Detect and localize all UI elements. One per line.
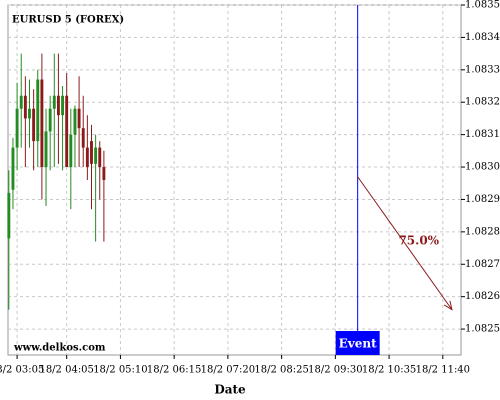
y-tick-label: 1.0829 <box>465 194 500 205</box>
forecast-arrow <box>357 176 453 310</box>
candle-body <box>11 147 15 190</box>
x-tick-label: 18/2 08:25 <box>254 365 308 376</box>
x-tick-label: 18/2 05:10 <box>93 365 147 376</box>
chart-title: EURUSD 5 (FOREX) <box>12 15 124 26</box>
y-tick-label: 1.0825 <box>465 324 500 335</box>
candle-body <box>15 108 19 148</box>
candle-body <box>81 128 85 148</box>
forecast-label: 75.0% <box>398 234 439 248</box>
candle-body <box>36 79 40 142</box>
candle-body <box>32 108 36 142</box>
y-tick-label: 1.0827 <box>465 259 500 270</box>
candle-body <box>52 95 56 109</box>
event-label: Event <box>339 337 377 351</box>
y-tick-label: 1.0835 <box>465 0 500 11</box>
candle-body <box>19 95 23 109</box>
x-tick-label: 18/2 06:15 <box>147 365 201 376</box>
x-tick-label: 18/2 11:40 <box>416 365 470 376</box>
y-tick-label: 1.0833 <box>465 64 500 75</box>
candle-body <box>102 167 106 180</box>
candle-body <box>7 192 11 239</box>
candle-body <box>44 131 48 168</box>
x-tick-label: 18/2 10:35 <box>362 365 416 376</box>
y-tick-label: 1.0832 <box>465 97 500 108</box>
plot-frame <box>7 4 462 356</box>
y-tick-label: 1.0834 <box>465 32 500 43</box>
x-tick-label: 18/2 04:05 <box>39 365 93 376</box>
arrow-head <box>443 300 453 311</box>
x-tick-label: 18/2 09:30 <box>308 365 362 376</box>
candle-body <box>61 95 65 116</box>
x-tick-label: 18/2 07:20 <box>201 365 255 376</box>
candle-body <box>98 147 102 168</box>
y-tick-label: 1.0828 <box>465 226 500 237</box>
candle-body <box>56 95 60 116</box>
y-tick-label: 1.0826 <box>465 291 500 302</box>
candle-body <box>69 134 73 168</box>
y-tick-label: 1.0831 <box>465 129 500 140</box>
candle-body <box>90 141 93 164</box>
candle-body <box>65 95 69 168</box>
x-axis-label: Date <box>214 383 246 397</box>
candle-body <box>77 108 81 129</box>
candle-body <box>94 147 98 164</box>
candle-body <box>85 147 89 168</box>
candle-body <box>73 108 77 135</box>
candle-body <box>40 79 44 168</box>
candle-body <box>48 108 52 132</box>
y-tick-label: 1.0830 <box>465 162 500 173</box>
event-box <box>335 331 380 355</box>
source: www.delkos.com <box>13 343 106 354</box>
candle-body <box>28 108 31 119</box>
candle-body <box>23 95 27 119</box>
x-tick-label: 18/2 03:05 <box>0 365 44 376</box>
